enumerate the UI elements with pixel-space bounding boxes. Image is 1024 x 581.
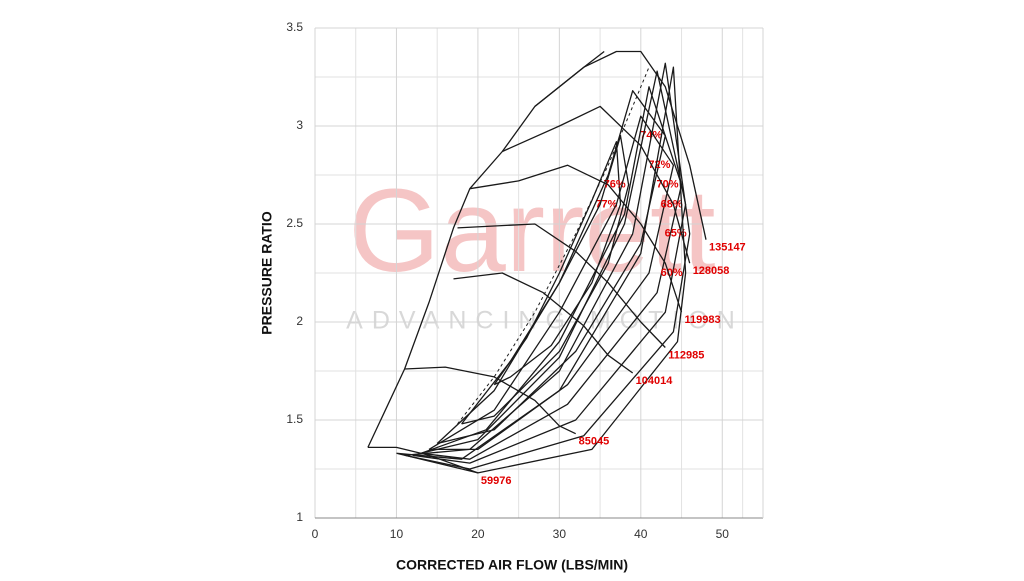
- efficiency-label: 70%: [657, 179, 679, 191]
- x-tick-label: 0: [312, 527, 319, 541]
- y-tick-label: 2: [296, 314, 303, 328]
- speed-line: [453, 272, 634, 374]
- speed-line: [469, 164, 683, 313]
- efficiency-label: 76%: [604, 179, 626, 191]
- y-tick-label: 1.5: [286, 412, 303, 426]
- speed-label: 128058: [693, 265, 730, 277]
- efficiency-island: [420, 86, 683, 460]
- efficiency-island: [404, 62, 691, 470]
- speed-line: [534, 50, 707, 240]
- efficiency-centerline: [457, 67, 650, 425]
- efficiency-island: [412, 70, 687, 464]
- efficiency-label: 68%: [661, 198, 683, 210]
- x-tick-label: 10: [390, 527, 404, 541]
- efficiency-island: [396, 66, 687, 474]
- x-tick-label: 20: [471, 527, 485, 541]
- y-tick-label: 3: [296, 118, 303, 132]
- speed-line: [404, 366, 576, 435]
- speed-label: 135147: [709, 242, 746, 254]
- speed-label: 85045: [579, 436, 610, 448]
- y-tick-label: 3.5: [286, 20, 303, 34]
- efficiency-island: [436, 90, 666, 445]
- watermark-title: Garrett: [348, 165, 715, 297]
- speed-label: 112985: [668, 349, 704, 361]
- speed-label: 104014: [636, 375, 674, 387]
- x-tick-label: 40: [634, 527, 648, 541]
- speed-line: [457, 223, 666, 348]
- x-axis-label: CORRECTED AIR FLOW (LBS/MIN): [396, 557, 628, 573]
- speed-label: 59976: [481, 475, 512, 487]
- efficiency-label: 60%: [661, 267, 683, 279]
- speed-label: 119983: [685, 314, 721, 326]
- efficiency-island: [493, 141, 622, 386]
- y-tick-label: 1: [296, 510, 303, 524]
- x-tick-label: 50: [716, 527, 730, 541]
- x-tick-label: 30: [553, 527, 567, 541]
- y-tick-label: 2.5: [286, 216, 303, 230]
- y-axis-label: PRESSURE RATIO: [259, 211, 275, 335]
- speed-line: [502, 105, 691, 264]
- speed-line: [367, 446, 479, 474]
